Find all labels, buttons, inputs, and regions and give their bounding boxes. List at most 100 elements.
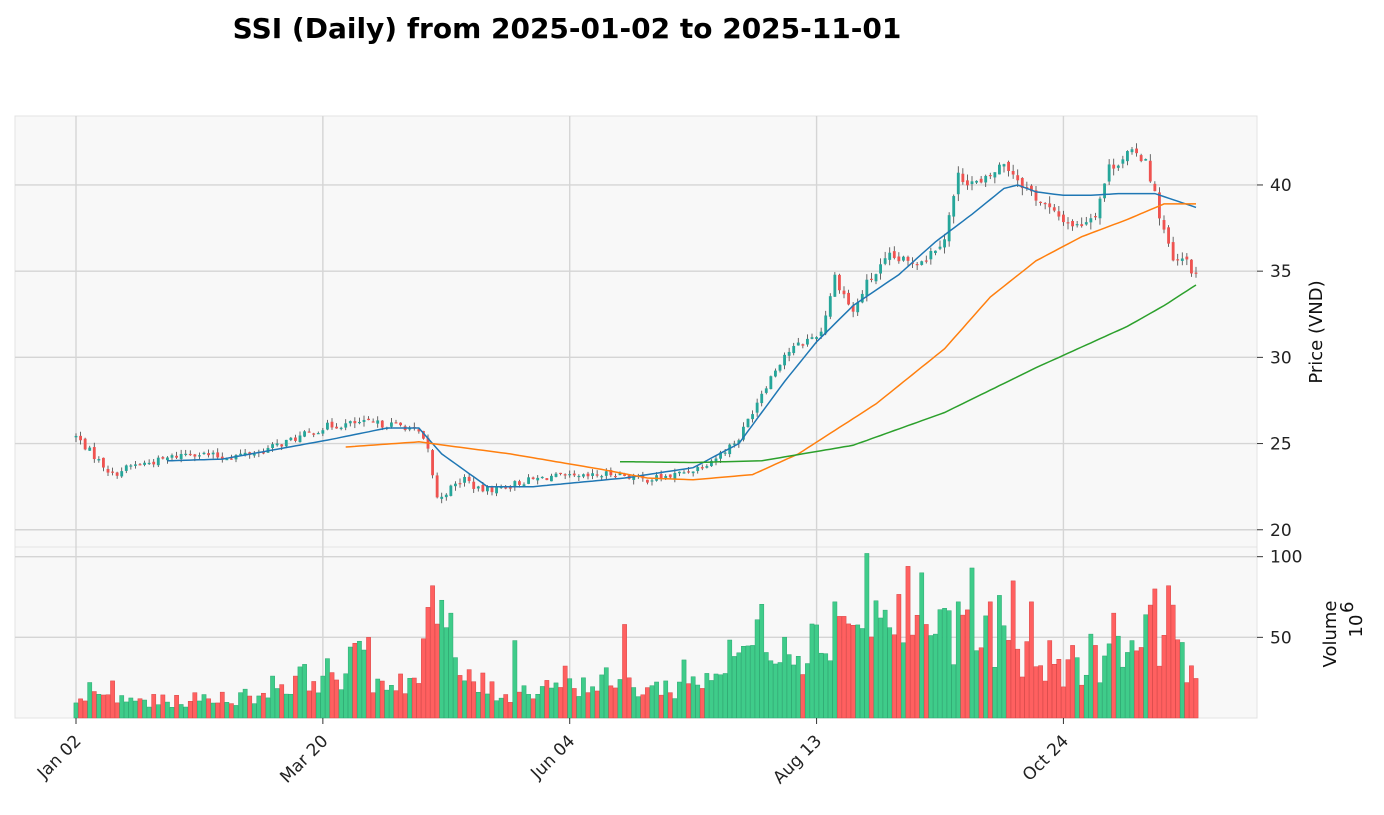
- volume-bar: [1179, 642, 1185, 719]
- volume-bar: [864, 553, 870, 719]
- volume-bar: [681, 659, 687, 719]
- candle-body: [979, 178, 983, 183]
- volume-bar: [951, 664, 957, 719]
- volume-bar: [174, 695, 179, 719]
- candle-body: [851, 305, 855, 312]
- volume-bar: [425, 607, 431, 719]
- candle-body: [417, 429, 421, 432]
- x-axis-ticks: Jan 02 Mar 20 Jun 04 Aug 13 Oct 24: [33, 718, 1073, 788]
- candle-body: [668, 474, 672, 478]
- volume-bar: [407, 678, 413, 719]
- candle-body: [783, 354, 786, 366]
- candle-body: [623, 474, 626, 476]
- candle-body: [1103, 183, 1106, 199]
- volume-bar: [933, 633, 938, 719]
- candle-body: [984, 175, 988, 183]
- candle-body: [577, 475, 581, 478]
- volume-bar: [160, 694, 166, 719]
- volume-bar: [302, 664, 307, 719]
- volume-bar: [1129, 640, 1135, 719]
- volume-bar: [654, 681, 659, 719]
- volume-bar: [306, 690, 312, 719]
- volume-bar: [750, 645, 755, 719]
- volume-bar: [357, 640, 362, 719]
- volume-bar: [347, 646, 353, 719]
- candle-body: [431, 450, 434, 476]
- volume-bar: [1115, 635, 1121, 719]
- volume-bar: [238, 692, 243, 719]
- candle-body: [600, 476, 604, 478]
- candle-body: [792, 346, 796, 354]
- candle-body: [751, 414, 754, 420]
- volume-bar: [1024, 641, 1030, 719]
- volume-bar: [82, 700, 88, 719]
- moving-average-lines: [167, 184, 1197, 488]
- candle-body: [591, 473, 594, 476]
- volume-bar: [928, 635, 934, 719]
- volume-bar: [855, 624, 861, 719]
- volume-bar: [494, 700, 499, 719]
- candle-body: [88, 447, 92, 451]
- volume-bar: [1047, 640, 1053, 719]
- volume-bar: [137, 698, 143, 719]
- x-tick-label: Mar 20: [276, 731, 332, 787]
- candle-body: [1135, 148, 1138, 154]
- candle-body: [673, 472, 677, 479]
- candle-body: [938, 246, 942, 249]
- volume-bar: [869, 636, 874, 719]
- volume-bar: [315, 692, 321, 719]
- x-tick-label: Jun 04: [526, 731, 579, 784]
- x-tick-label: Aug 13: [769, 731, 826, 788]
- volume-bar: [183, 706, 189, 719]
- volume-bar: [370, 692, 376, 719]
- candle-body: [463, 476, 466, 483]
- volume-bar: [562, 665, 568, 719]
- volume-bar: [713, 673, 719, 719]
- volume-bar: [293, 675, 298, 719]
- price-axis-label: Price (VND): [1306, 280, 1327, 383]
- volume-bar: [270, 675, 275, 719]
- candle-body: [202, 452, 206, 454]
- volume-bar: [110, 680, 115, 719]
- candle-body: [737, 440, 741, 444]
- candle-body: [801, 344, 805, 346]
- volume-bar: [965, 609, 970, 719]
- candle-body: [892, 251, 896, 258]
- volume-bar: [343, 673, 349, 719]
- volume-bar: [905, 566, 911, 719]
- candle-body: [207, 453, 210, 456]
- candle-body: [380, 420, 384, 428]
- volume-bar: [576, 696, 582, 719]
- volume-bar: [91, 691, 97, 719]
- volume-bar: [672, 698, 678, 719]
- candle-body: [147, 462, 151, 465]
- volume-bar: [581, 677, 586, 719]
- candle-body: [220, 456, 224, 459]
- volume-bar: [1061, 686, 1066, 719]
- candle-body: [490, 487, 494, 493]
- candle-body: [956, 172, 960, 195]
- volume-bar: [1088, 633, 1094, 719]
- candle-body: [198, 455, 201, 457]
- volume-bar: [1033, 666, 1039, 719]
- volume-bar: [1184, 682, 1190, 719]
- volume-bar: [841, 616, 847, 719]
- candle-body: [929, 251, 933, 260]
- volume-bar: [745, 645, 751, 719]
- candle-body: [1180, 258, 1184, 261]
- candle-body: [504, 486, 508, 489]
- volume-bar: [1051, 664, 1057, 719]
- volume-bar: [507, 702, 513, 719]
- candle-body: [499, 486, 503, 489]
- candle-body: [842, 290, 846, 295]
- volume-axis-label: Volume: [1320, 601, 1341, 668]
- candle-body: [856, 302, 860, 313]
- candle-body: [522, 484, 526, 487]
- volume-bar: [155, 704, 161, 719]
- candle-body: [1080, 224, 1084, 227]
- candle-body: [723, 452, 727, 454]
- candle-body: [134, 464, 137, 466]
- volume-bar: [645, 687, 650, 719]
- volume-bar: [1065, 659, 1071, 719]
- volume-bar: [169, 707, 175, 719]
